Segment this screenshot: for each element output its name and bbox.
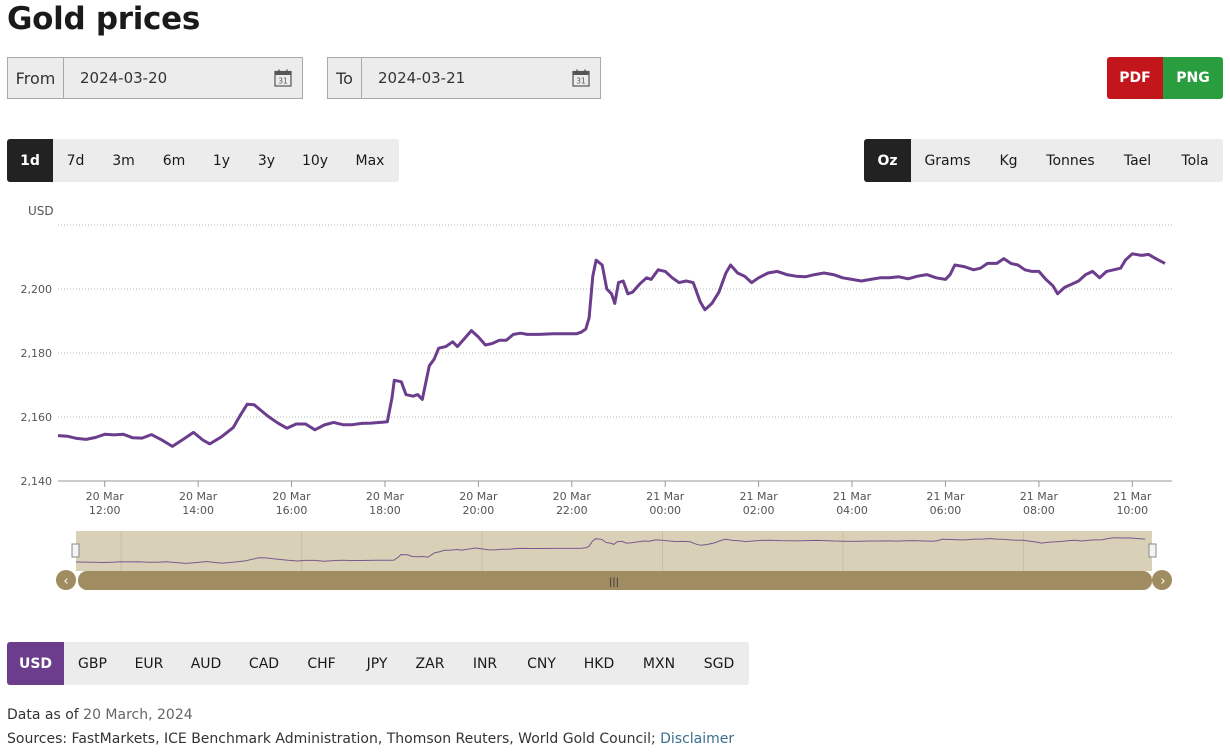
data-as-of-date: 20 March, 2024	[83, 707, 193, 723]
currency-button-chf[interactable]: CHF	[307, 655, 336, 672]
x-tick-time: 00:00	[649, 504, 681, 517]
currency-button-inr[interactable]: INR	[472, 655, 498, 672]
navigator-right-handle[interactable]	[1148, 543, 1157, 558]
x-tick-day: 21 Mar	[833, 490, 872, 503]
period-selector: 1d 7d 3m 6m 1y 3y 10y Max	[7, 139, 399, 182]
to-label: To	[328, 58, 362, 98]
navigator-series-line	[75, 537, 1146, 564]
unit-button-tael[interactable]: Tael	[1123, 152, 1152, 169]
x-tick-time: 22:00	[556, 504, 588, 517]
scroll-left-button[interactable]	[56, 570, 76, 590]
currency-button-sgd[interactable]: SGD	[703, 655, 735, 672]
x-tick-time: 02:00	[743, 504, 775, 517]
period-button-3m[interactable]: 3m	[112, 152, 135, 169]
navigator-window[interactable]	[76, 531, 1152, 571]
currency-button-hkd[interactable]: HKD	[583, 655, 615, 672]
period-button-1y[interactable]: 1y	[212, 152, 231, 169]
chevron-right-icon: ›	[1160, 574, 1165, 589]
x-tick-day: 20 Mar	[366, 490, 405, 503]
period-button-6m[interactable]: 6m	[162, 152, 186, 169]
scrollbar-grip[interactable]: |||	[609, 577, 619, 588]
x-tick-time: 18:00	[369, 504, 401, 517]
sources-line: Sources: FastMarkets, ICE Benchmark Admi…	[7, 731, 734, 747]
png-export-button[interactable]: PNG	[1163, 57, 1223, 99]
x-tick-time: 20:00	[463, 504, 495, 517]
currency-button-usd[interactable]: USD	[7, 642, 64, 685]
navigator-left-handle[interactable]	[71, 543, 80, 558]
x-tick-day: 21 Mar	[1113, 490, 1152, 503]
x-tick-time: 12:00	[89, 504, 121, 517]
period-button-max[interactable]: Max	[355, 152, 385, 169]
unit-button-oz[interactable]: Oz	[864, 139, 911, 182]
currency-selector: USD GBP EUR AUD CAD CHF JPY ZAR INR CNY HKD MXN SGD	[7, 642, 749, 685]
y-axis-label: USD	[28, 204, 54, 218]
scroll-right-button[interactable]	[1152, 570, 1172, 590]
from-date-input[interactable]	[64, 58, 274, 98]
chevron-left-icon: ‹	[63, 574, 68, 589]
currency-button-gbp[interactable]: GBP	[78, 655, 107, 672]
to-date-group: To 31	[327, 57, 601, 99]
x-tick-day: 20 Mar	[272, 490, 311, 503]
currency-button-zar[interactable]: ZAR	[415, 655, 445, 672]
unit-button-tonnes[interactable]: Tonnes	[1046, 152, 1095, 169]
x-tick-time: 06:00	[930, 504, 962, 517]
from-label: From	[8, 58, 64, 98]
svg-text:31: 31	[576, 77, 586, 86]
currency-button-aud[interactable]: AUD	[190, 655, 222, 672]
unit-button-grams[interactable]: Grams	[924, 152, 971, 169]
y-tick-label: 2,200	[21, 283, 53, 296]
x-tick-time: 08:00	[1023, 504, 1055, 517]
x-tick-time: 16:00	[276, 504, 308, 517]
calendar-icon[interactable]: 31	[572, 69, 590, 87]
y-tick-label: 2,160	[21, 411, 53, 424]
currency-button-cny[interactable]: CNY	[527, 655, 556, 672]
unit-button-kg[interactable]: Kg	[999, 152, 1018, 169]
data-as-of-label: Data as of	[7, 707, 79, 723]
svg-text:31: 31	[278, 77, 288, 86]
x-tick-time: 04:00	[836, 504, 868, 517]
period-button-3y[interactable]: 3y	[257, 152, 276, 169]
y-tick-label: 2,180	[21, 347, 53, 360]
page-title: Gold prices	[7, 1, 201, 37]
disclaimer-link[interactable]: Disclaimer	[660, 731, 735, 747]
currency-button-cad[interactable]: CAD	[248, 655, 280, 672]
from-date-group: From 31	[7, 57, 303, 99]
navigator[interactable]: ||| ‹ ›	[56, 531, 1172, 590]
period-button-10y[interactable]: 10y	[301, 152, 329, 169]
currency-button-jpy[interactable]: JPY	[366, 655, 388, 672]
y-tick-label: 2,140	[21, 475, 53, 488]
data-as-of: Data as of 20 March, 2024	[7, 707, 193, 723]
to-date-input[interactable]	[362, 58, 572, 98]
x-tick-time: 14:00	[182, 504, 214, 517]
x-tick-time: 10:00	[1116, 504, 1148, 517]
x-tick-day: 20 Mar	[86, 490, 125, 503]
unit-selector: Oz Grams Kg Tonnes Tael Tola	[864, 139, 1223, 182]
x-tick-day: 20 Mar	[459, 490, 498, 503]
sources-text: Sources: FastMarkets, ICE Benchmark Admi…	[7, 731, 656, 747]
period-button-7d[interactable]: 7d	[66, 152, 85, 169]
navigator-scrollbar[interactable]	[78, 571, 1152, 590]
x-tick-day: 21 Mar	[926, 490, 965, 503]
period-button-1d[interactable]: 1d	[7, 139, 53, 182]
currency-button-mxn[interactable]: MXN	[642, 655, 676, 672]
price-series-line	[57, 252, 1166, 448]
pdf-export-button[interactable]: PDF	[1107, 57, 1163, 99]
currency-button-eur[interactable]: EUR	[134, 655, 164, 672]
x-tick-day: 21 Mar	[740, 490, 779, 503]
x-tick-day: 20 Mar	[553, 490, 592, 503]
calendar-icon[interactable]: 31	[274, 69, 292, 87]
x-tick-day: 20 Mar	[179, 490, 218, 503]
x-tick-day: 21 Mar	[1020, 490, 1059, 503]
unit-button-tola[interactable]: Tola	[1181, 152, 1209, 169]
x-tick-day: 21 Mar	[646, 490, 685, 503]
